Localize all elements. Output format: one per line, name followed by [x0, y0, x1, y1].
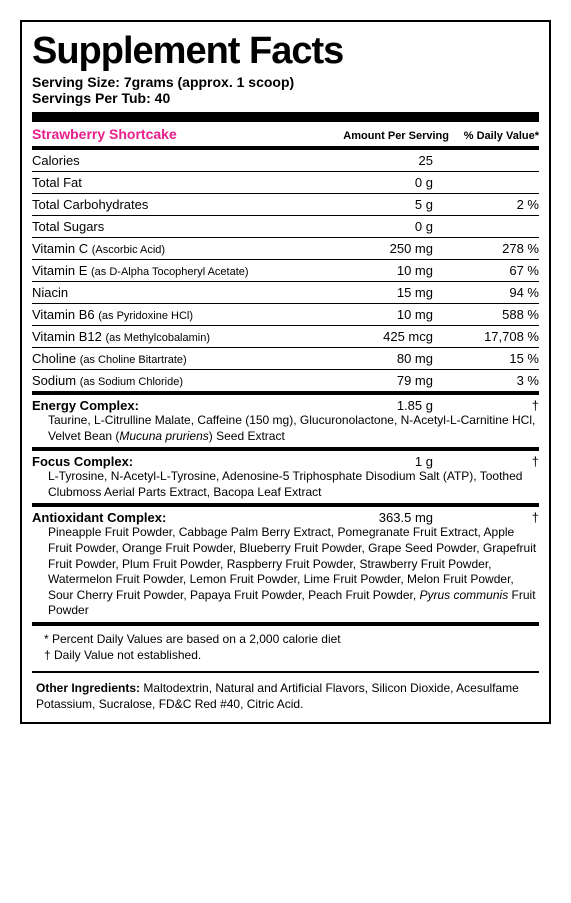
nutrient-name: Vitamin E (as D-Alpha Tocopheryl Acetate…: [32, 263, 329, 278]
nutrient-name: Total Fat: [32, 175, 329, 190]
nutrient-name: Calories: [32, 153, 329, 168]
complex-name: Antioxidant Complex:: [32, 510, 329, 525]
nutrient-amount: 0 g: [329, 219, 449, 234]
complex-name: Focus Complex:: [32, 454, 329, 469]
nutrient-amount: 0 g: [329, 175, 449, 190]
thick-divider: [32, 112, 539, 122]
complex-description: Pineapple Fruit Powder, Cabbage Palm Ber…: [32, 525, 539, 619]
complex-amount: 1.85 g: [329, 398, 449, 413]
bottom-divider: [32, 671, 539, 673]
complex-block: Energy Complex:1.85 g†Taurine, L-Citrull…: [32, 391, 539, 447]
complex-name: Energy Complex:: [32, 398, 329, 413]
complex-dv: †: [449, 510, 539, 525]
nutrient-name: Vitamin B12 (as Methylcobalamin): [32, 329, 329, 344]
nutrient-amount: 79 mg: [329, 373, 449, 388]
nutrient-amount: 15 mg: [329, 285, 449, 300]
complex-header: Focus Complex:1 g†: [32, 454, 539, 469]
nutrient-amount: 10 mg: [329, 307, 449, 322]
complex-dv: †: [449, 398, 539, 413]
serving-size-value: 7grams (approx. 1 scoop): [124, 74, 294, 90]
nutrient-row: Niacin 15 mg94 %: [32, 281, 539, 303]
nutrient-amount: 5 g: [329, 197, 449, 212]
footnote-dv: * Percent Daily Values are based on a 2,…: [44, 632, 539, 648]
nutrient-dv: 3 %: [449, 373, 539, 388]
servings-per-label: Servings Per Tub:: [32, 90, 151, 106]
nutrient-row: Total Carbohydrates 5 g2 %: [32, 193, 539, 215]
complex-header: Energy Complex:1.85 g†: [32, 398, 539, 413]
complex-block: Antioxidant Complex:363.5 mg†Pineapple F…: [32, 503, 539, 622]
nutrient-sub: (as Methylcobalamin): [105, 332, 210, 344]
nutrient-sub: (Ascorbic Acid): [92, 244, 165, 256]
nutrient-row: Total Fat 0 g: [32, 171, 539, 193]
nutrient-row: Sodium (as Sodium Chloride)79 mg3 %: [32, 369, 539, 391]
nutrient-row: Calories 25: [32, 146, 539, 171]
other-ingredients: Other Ingredients: Maltodextrin, Natural…: [32, 681, 539, 712]
serving-size-line: Serving Size: 7grams (approx. 1 scoop): [32, 74, 539, 90]
servings-per-value: 40: [155, 90, 171, 106]
nutrient-amount: 25: [329, 153, 449, 168]
complex-dv: †: [449, 454, 539, 469]
nutrient-row: Total Sugars 0 g: [32, 215, 539, 237]
footnote-dagger: † Daily Value not established.: [44, 648, 539, 664]
nutrient-table: Calories 25Total Fat 0 gTotal Carbohydra…: [32, 146, 539, 391]
complex-description: Taurine, L-Citrulline Malate, Caffeine (…: [32, 413, 539, 444]
serving-size-label: Serving Size:: [32, 74, 120, 90]
nutrient-sub: (as Sodium Chloride): [80, 376, 183, 388]
nutrient-dv: 588 %: [449, 307, 539, 322]
nutrient-sub: (as Choline Bitartrate): [80, 354, 187, 366]
complex-amount: 1 g: [329, 454, 449, 469]
flavor-header-row: Strawberry Shortcake Amount Per Serving …: [32, 122, 539, 146]
nutrient-name: Total Carbohydrates: [32, 197, 329, 212]
nutrient-name: Choline (as Choline Bitartrate): [32, 351, 329, 366]
complex-section: Energy Complex:1.85 g†Taurine, L-Citrull…: [32, 391, 539, 622]
nutrient-name: Total Sugars: [32, 219, 329, 234]
nutrient-dv: 278 %: [449, 241, 539, 256]
nutrient-row: Vitamin B6 (as Pyridoxine HCl)10 mg588 %: [32, 303, 539, 325]
nutrient-dv: 94 %: [449, 285, 539, 300]
nutrient-name: Vitamin C (Ascorbic Acid): [32, 241, 329, 256]
supplement-facts-panel: Supplement Facts Serving Size: 7grams (a…: [20, 20, 551, 724]
nutrient-dv: 67 %: [449, 263, 539, 278]
nutrient-amount: 425 mcg: [329, 329, 449, 344]
nutrient-row: Vitamin E (as D-Alpha Tocopheryl Acetate…: [32, 259, 539, 281]
nutrient-row: Vitamin B12 (as Methylcobalamin)425 mcg1…: [32, 325, 539, 347]
flavor-name: Strawberry Shortcake: [32, 126, 329, 142]
column-header-dv: % Daily Value*: [449, 130, 539, 142]
panel-title: Supplement Facts: [32, 32, 539, 70]
nutrient-name: Niacin: [32, 285, 329, 300]
nutrient-dv: 2 %: [449, 197, 539, 212]
nutrient-name: Vitamin B6 (as Pyridoxine HCl): [32, 307, 329, 322]
nutrient-amount: 10 mg: [329, 263, 449, 278]
complex-block: Focus Complex:1 g†L-Tyrosine, N-Acetyl-L…: [32, 447, 539, 503]
nutrient-amount: 80 mg: [329, 351, 449, 366]
nutrient-name: Sodium (as Sodium Chloride): [32, 373, 329, 388]
column-header-amount: Amount Per Serving: [329, 130, 449, 142]
nutrient-row: Vitamin C (Ascorbic Acid)250 mg278 %: [32, 237, 539, 259]
other-ingredients-label: Other Ingredients:: [36, 681, 140, 695]
footnotes: * Percent Daily Values are based on a 2,…: [32, 622, 539, 663]
complex-header: Antioxidant Complex:363.5 mg†: [32, 510, 539, 525]
nutrient-amount: 250 mg: [329, 241, 449, 256]
nutrient-dv: 15 %: [449, 351, 539, 366]
complex-description: L-Tyrosine, N-Acetyl-L-Tyrosine, Adenosi…: [32, 469, 539, 500]
nutrient-row: Choline (as Choline Bitartrate)80 mg15 %: [32, 347, 539, 369]
nutrient-sub: (as Pyridoxine HCl): [98, 310, 193, 322]
servings-per-line: Servings Per Tub: 40: [32, 90, 539, 106]
nutrient-dv: 17,708 %: [449, 329, 539, 344]
nutrient-sub: (as D-Alpha Tocopheryl Acetate): [91, 266, 249, 278]
complex-amount: 363.5 mg: [329, 510, 449, 525]
